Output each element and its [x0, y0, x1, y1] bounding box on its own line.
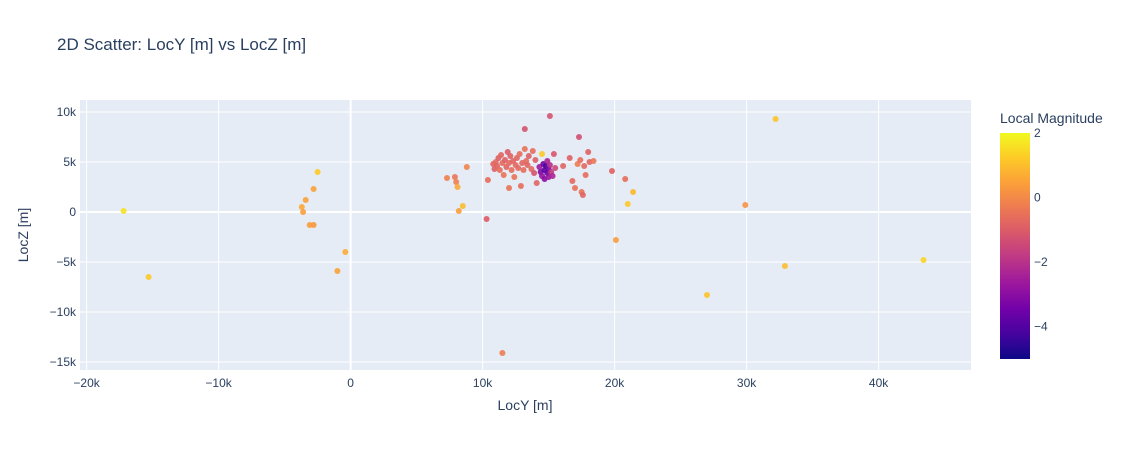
data-point[interactable] — [772, 116, 779, 122]
data-point[interactable] — [310, 186, 317, 192]
data-point[interactable] — [444, 175, 450, 181]
data-point[interactable] — [453, 179, 460, 185]
data-point[interactable] — [781, 263, 788, 269]
x-tick-label: −20k — [73, 376, 100, 390]
data-point[interactable] — [499, 350, 506, 356]
data-point[interactable] — [624, 201, 631, 207]
data-point[interactable] — [484, 177, 491, 183]
x-tick-label: 30k — [737, 376, 757, 390]
data-point[interactable] — [455, 208, 462, 214]
x-tick-label: 0 — [347, 376, 354, 390]
data-point[interactable] — [120, 208, 127, 214]
data-point[interactable] — [577, 157, 584, 163]
data-point[interactable] — [549, 173, 556, 179]
data-point[interactable] — [500, 172, 507, 178]
data-point[interactable] — [145, 274, 152, 280]
x-tick-label: −10k — [205, 376, 232, 390]
data-point[interactable] — [515, 165, 522, 171]
data-point[interactable] — [342, 249, 349, 255]
data-points — [120, 113, 927, 356]
data-point[interactable] — [454, 184, 461, 190]
y-axis-ticks: 10k 5k 0 −5k −10k −15k — [50, 105, 77, 369]
data-point[interactable] — [517, 183, 524, 189]
data-point[interactable] — [572, 185, 578, 191]
y-tick-label: 5k — [63, 155, 77, 169]
data-point[interactable] — [550, 151, 557, 157]
data-point[interactable] — [704, 292, 710, 298]
data-point[interactable] — [511, 174, 518, 180]
x-tick-label: 40k — [869, 376, 889, 390]
colorbar-title: Local Magnitude — [1000, 110, 1103, 126]
data-point[interactable] — [524, 162, 531, 168]
data-point[interactable] — [579, 192, 586, 198]
colorbar-tick-label: 0 — [1034, 191, 1041, 205]
data-point[interactable] — [581, 163, 588, 169]
data-point[interactable] — [508, 167, 515, 173]
y-tick-label: 10k — [57, 105, 77, 119]
y-tick-label: 0 — [69, 205, 76, 219]
colorbar — [1000, 133, 1030, 359]
x-tick-label: 20k — [605, 376, 625, 390]
chart-title: 2D Scatter: LocY [m] vs LocZ [m] — [57, 35, 306, 54]
plot-area[interactable] — [80, 100, 971, 370]
y-tick-label: −10k — [50, 305, 77, 319]
colorbar-ticks: 2 0 −2 −4 — [1034, 126, 1048, 334]
data-point[interactable] — [576, 134, 582, 140]
data-point[interactable] — [546, 162, 553, 168]
colorbar-tick-label: 2 — [1034, 126, 1041, 140]
data-point[interactable] — [622, 176, 629, 182]
data-point[interactable] — [569, 178, 576, 184]
data-point[interactable] — [590, 158, 597, 164]
data-point[interactable] — [532, 157, 539, 163]
data-point[interactable] — [498, 152, 505, 158]
x-tick-label: 10k — [473, 376, 493, 390]
data-point[interactable] — [742, 202, 749, 208]
data-point[interactable] — [521, 126, 528, 132]
data-point[interactable] — [302, 197, 309, 203]
data-point[interactable] — [520, 167, 527, 173]
y-axis-label: LocZ [m] — [15, 208, 31, 262]
data-point[interactable] — [496, 167, 503, 173]
data-point[interactable] — [531, 170, 538, 176]
data-point[interactable] — [529, 148, 536, 154]
data-point[interactable] — [609, 168, 615, 174]
colorbar-tick-label: −2 — [1034, 255, 1048, 269]
data-point[interactable] — [507, 153, 514, 159]
data-point[interactable] — [300, 209, 307, 215]
data-point[interactable] — [516, 151, 523, 157]
data-point[interactable] — [533, 180, 540, 186]
data-point[interactable] — [459, 203, 466, 209]
data-point[interactable] — [560, 163, 567, 169]
data-point[interactable] — [546, 113, 553, 119]
colorbar-tick-label: −4 — [1034, 320, 1048, 334]
data-point[interactable] — [612, 237, 619, 243]
data-point[interactable] — [463, 164, 470, 170]
data-point[interactable] — [525, 153, 532, 159]
data-point[interactable] — [314, 169, 321, 175]
data-point[interactable] — [310, 222, 317, 228]
data-point[interactable] — [585, 149, 592, 155]
x-axis-ticks: −20k −10k 0 10k 20k 30k 40k — [73, 376, 889, 390]
data-point[interactable] — [630, 189, 637, 195]
data-point[interactable] — [539, 151, 545, 157]
data-point[interactable] — [552, 165, 559, 171]
data-point[interactable] — [298, 204, 305, 210]
data-point[interactable] — [920, 257, 927, 263]
data-point[interactable] — [506, 185, 512, 191]
data-point[interactable] — [582, 172, 589, 178]
data-point[interactable] — [334, 268, 341, 274]
data-point[interactable] — [521, 146, 528, 152]
y-tick-label: −5k — [56, 255, 77, 269]
x-axis-label: LocY [m] — [498, 397, 553, 413]
data-point[interactable] — [566, 155, 573, 161]
y-tick-label: −15k — [50, 355, 77, 369]
data-point[interactable] — [451, 174, 458, 180]
data-point[interactable] — [483, 216, 490, 222]
